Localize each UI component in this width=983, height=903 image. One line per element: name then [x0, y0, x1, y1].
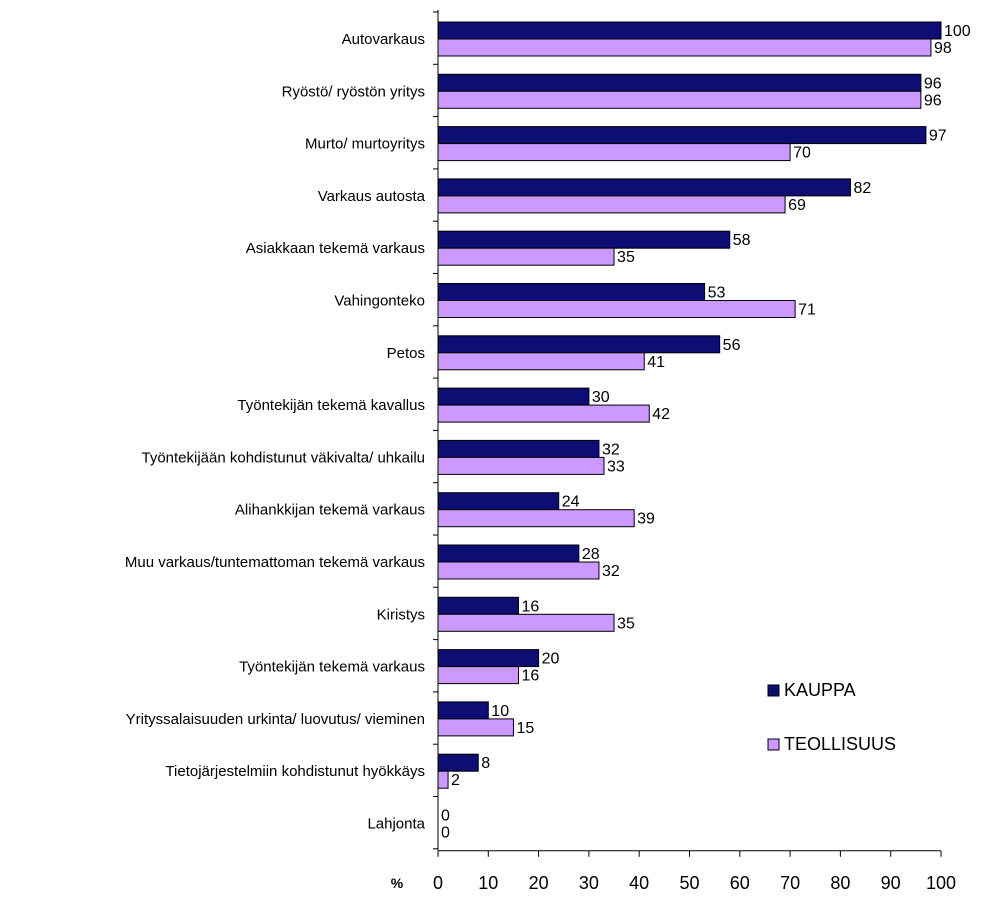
bar-kauppa: [437, 126, 927, 145]
data-label: 8: [481, 755, 490, 772]
data-label: 16: [521, 598, 539, 615]
data-label: 10: [491, 703, 509, 720]
bar-teollisuus: [437, 300, 796, 318]
bar-kauppa: [437, 544, 580, 563]
data-label: 30: [592, 389, 610, 406]
bar-kauppa: [437, 492, 560, 511]
data-label: 24: [562, 494, 580, 511]
x-tick-label: 30: [579, 873, 599, 893]
data-label: 42: [652, 406, 670, 423]
data-label: 0: [441, 825, 450, 842]
bar-kauppa: [437, 701, 489, 720]
bar-teollisuus: [437, 770, 449, 789]
bar-teollisuus: [437, 718, 514, 737]
bar-teollisuus: [437, 666, 519, 685]
bar-kauppa: [437, 283, 706, 301]
bar-teollisuus: [437, 561, 600, 580]
category-label: Varkaus autosta: [318, 188, 426, 205]
x-tick-label: 20: [529, 873, 549, 893]
category-label: Muu varkaus/tuntemattoman tekemä varkaus: [125, 554, 425, 571]
category-label: Autovarkaus: [342, 31, 425, 48]
category-label: Tietojärjestelmiin kohdistunut hyökkäys: [165, 763, 425, 780]
bar-teollisuus: [437, 456, 605, 475]
data-label: 32: [602, 441, 620, 458]
category-label: Alihankkijan tekemä varkaus: [235, 502, 425, 519]
category-label: Kiristys: [377, 606, 425, 623]
bars-layer: [437, 21, 942, 789]
data-label: 33: [607, 458, 625, 475]
bar-kauppa: [437, 230, 731, 249]
data-label: 82: [853, 180, 871, 197]
bar-teollisuus: [437, 90, 922, 109]
x-axis-unit: %: [391, 875, 404, 891]
data-label: 98: [934, 40, 952, 57]
x-tick-label: 10: [478, 873, 498, 893]
category-label: Murto/ murtoyritys: [305, 136, 425, 153]
data-label: 71: [798, 302, 816, 319]
legend-label: KAUPPA: [784, 680, 856, 700]
data-label: 97: [929, 128, 947, 145]
bar-kauppa: [437, 178, 851, 197]
data-label: 32: [602, 563, 620, 580]
data-label: 15: [516, 720, 534, 737]
data-label: 100: [944, 23, 971, 40]
data-label: 70: [793, 145, 811, 162]
bar-teollisuus: [437, 352, 645, 371]
bar-kauppa: [437, 73, 922, 92]
category-label: Ryöstö/ ryöstön yritys: [282, 83, 425, 100]
data-label: 96: [924, 92, 942, 109]
data-label: 53: [708, 285, 726, 302]
data-label: 39: [637, 511, 655, 528]
data-label: 20: [542, 651, 560, 668]
bar-teollisuus: [437, 509, 635, 528]
x-tick-label: 70: [780, 873, 800, 893]
x-tick-label: 60: [730, 873, 750, 893]
bar-kauppa: [437, 335, 721, 354]
data-label: 96: [924, 75, 942, 92]
data-label: 35: [617, 615, 635, 632]
x-tick-label: 80: [830, 873, 850, 893]
bar-teollisuus: [437, 247, 615, 266]
x-tick-label: 100: [926, 873, 956, 893]
data-label: 56: [723, 337, 741, 354]
axes-layer: 0 10 20 30 40 50 60 70 80 90 100: [433, 10, 956, 893]
legend: KAUPPA TEOLLISUUS: [767, 680, 896, 754]
category-label: Petos: [387, 345, 425, 362]
data-label: 69: [788, 197, 806, 214]
category-label: Lahjonta: [367, 816, 425, 833]
x-tick-label: 50: [679, 873, 699, 893]
bar-kauppa: [437, 439, 600, 458]
bar-kauppa: [437, 649, 540, 668]
data-label: 41: [647, 354, 665, 371]
bar-kauppa: [437, 753, 479, 772]
category-label: Vahingonteko: [334, 293, 425, 310]
legend-swatch-kauppa: [767, 684, 780, 697]
x-tick-label: 90: [881, 873, 901, 893]
data-label: 2: [451, 772, 460, 789]
bar-teollisuus: [437, 404, 650, 423]
bar-teollisuus: [437, 143, 791, 162]
bar-teollisuus: [437, 195, 786, 214]
data-label: 16: [521, 668, 539, 685]
data-label: 35: [617, 249, 635, 266]
category-label: Työntekijään kohdistunut väkivalta/ uhka…: [141, 449, 425, 466]
x-tick-label: 40: [629, 873, 649, 893]
bar-kauppa: [437, 596, 519, 615]
data-label: 58: [733, 232, 751, 249]
bar-kauppa: [437, 21, 942, 40]
data-label: 0: [441, 808, 450, 825]
bar-kauppa: [437, 387, 590, 406]
legend-label: TEOLLISUUS: [784, 734, 896, 754]
category-label: Työntekijän tekemä kavallus: [237, 397, 425, 414]
x-tick-label: 0: [433, 873, 443, 893]
category-label: Työntekijän tekemä varkaus: [239, 659, 425, 676]
category-label: Asiakkaan tekemä varkaus: [246, 240, 425, 257]
legend-swatch-teollisuus: [767, 738, 780, 751]
data-label: 28: [582, 546, 600, 563]
category-label: Yrityssalaisuuden urkinta/ luovutus/ vie…: [126, 711, 425, 728]
bar-teollisuus: [437, 613, 615, 632]
bar-teollisuus: [437, 38, 932, 57]
